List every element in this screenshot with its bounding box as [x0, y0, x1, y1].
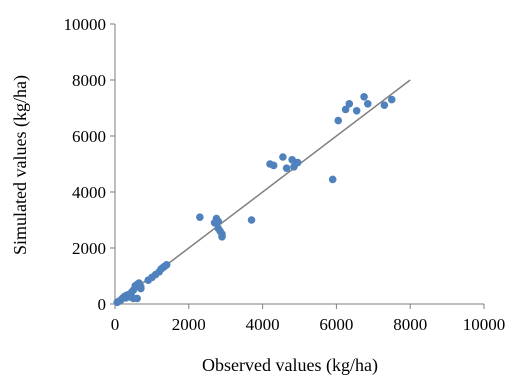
x-axis-title: Observed values (kg/ha)	[202, 355, 378, 376]
y-tick-label: 2000	[72, 239, 106, 258]
y-tick-label: 4000	[72, 183, 106, 202]
data-point	[341, 105, 350, 114]
data-point	[162, 261, 171, 269]
x-tick-label: 0	[111, 315, 120, 334]
data-point	[334, 116, 343, 125]
y-tick-label: 6000	[72, 127, 106, 146]
data-point	[352, 107, 361, 115]
data-point	[282, 164, 291, 172]
data-point	[387, 95, 396, 104]
x-tick-label: 8000	[393, 315, 427, 334]
y-tick-label: 0	[98, 295, 107, 314]
axes	[114, 24, 484, 305]
x-ticks: 0 2000 4000 6000 8000 10000	[111, 304, 506, 334]
x-tick-label: 6000	[319, 315, 353, 334]
data-point	[269, 161, 278, 170]
data-point	[247, 216, 256, 224]
y-ticks: 0 2000 4000 6000 8000 10000	[64, 15, 115, 314]
data-point	[218, 233, 226, 241]
data-point	[328, 175, 337, 184]
data-point	[214, 217, 223, 226]
y-axis-title: Simulated values (kg/ha)	[10, 75, 31, 255]
data-point	[345, 100, 354, 108]
data-point	[363, 100, 372, 108]
y-tick-label: 8000	[72, 71, 106, 90]
data-point	[279, 153, 287, 161]
data-point	[293, 158, 302, 167]
data-point	[196, 213, 204, 221]
y-tick-label: 10000	[64, 15, 107, 34]
x-tick-label: 4000	[246, 315, 280, 334]
x-tick-label: 2000	[172, 315, 206, 334]
x-tick-label: 10000	[463, 315, 506, 334]
data-point	[137, 282, 145, 291]
data-points	[113, 93, 396, 307]
data-point	[380, 101, 389, 109]
data-point	[360, 93, 368, 101]
data-point	[133, 294, 141, 303]
